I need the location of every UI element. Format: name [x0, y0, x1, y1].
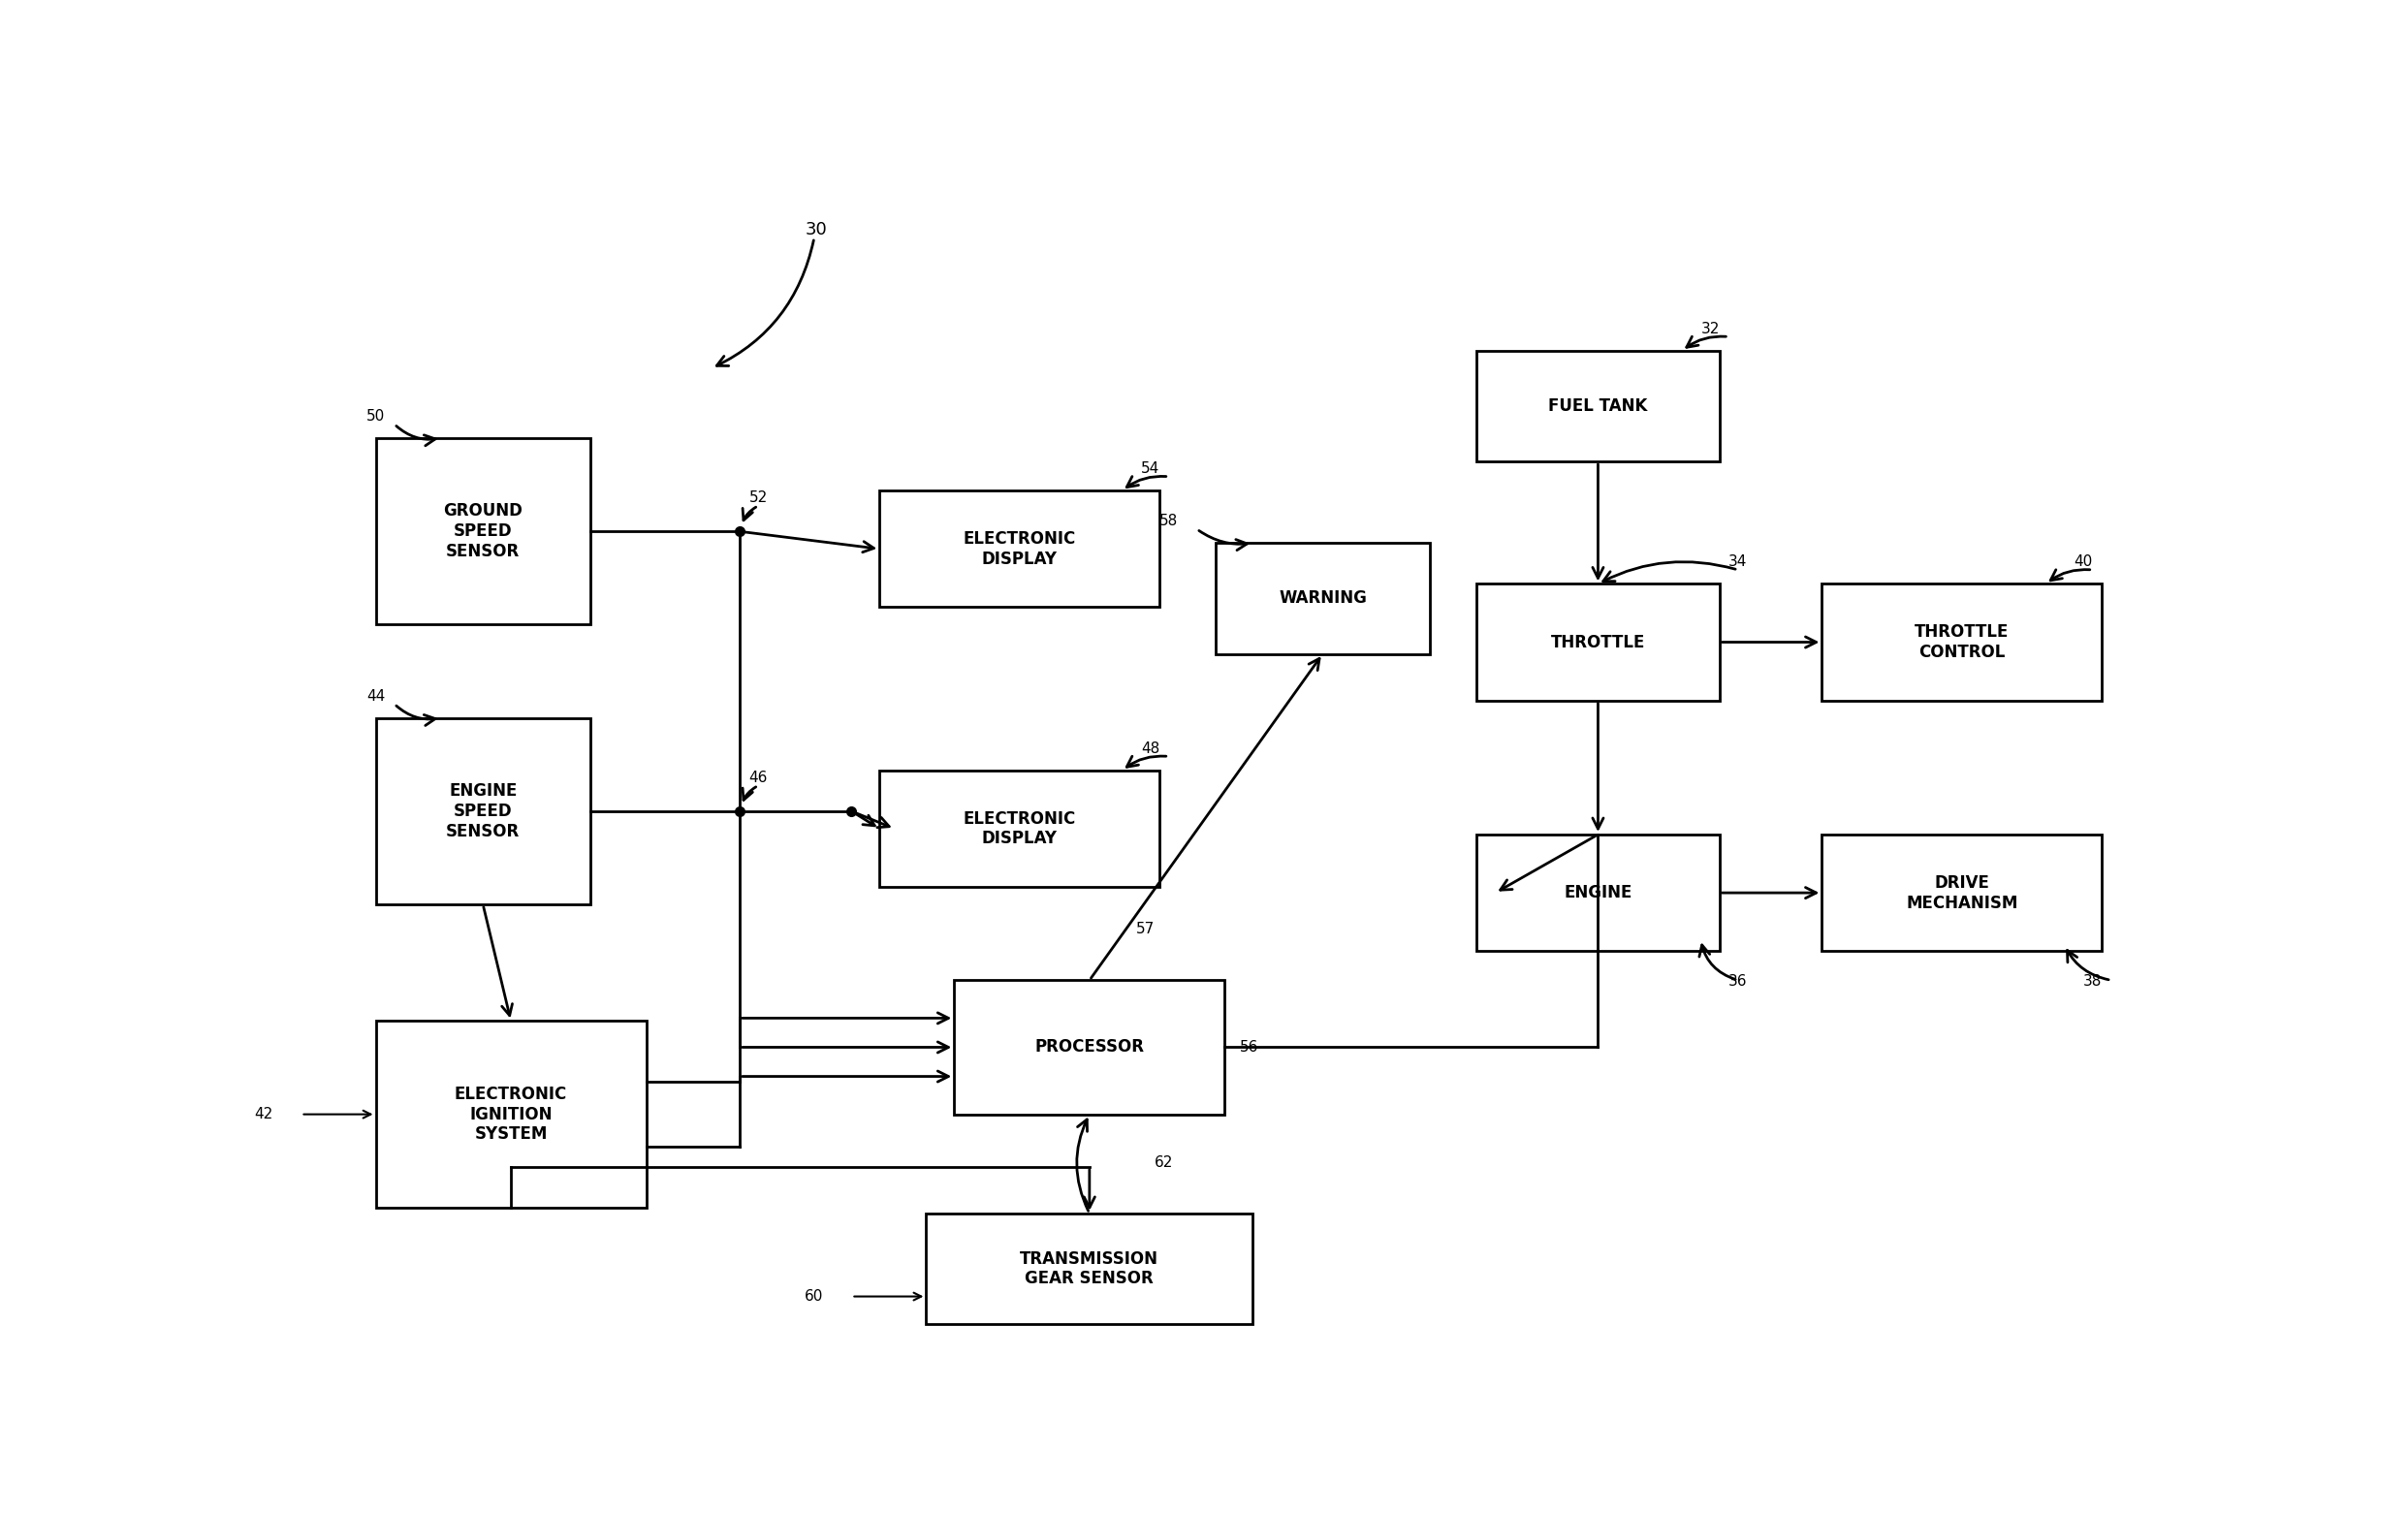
Bar [1823, 584, 2102, 701]
Text: ELECTRONIC
DISPLAY: ELECTRONIC DISPLAY [963, 530, 1076, 568]
Bar [376, 718, 590, 904]
Text: DRIVE
MECHANISM: DRIVE MECHANISM [1907, 874, 2018, 911]
Text: WARNING: WARNING [1279, 590, 1368, 607]
Text: ELECTRONIC
DISPLAY: ELECTRONIC DISPLAY [963, 810, 1076, 848]
Bar [879, 491, 1158, 607]
Text: FUEL TANK: FUEL TANK [1548, 397, 1647, 415]
Text: 57: 57 [1137, 922, 1156, 937]
Bar [1823, 834, 2102, 951]
Text: ENGINE: ENGINE [1563, 884, 1633, 901]
Text: PROCESSOR: PROCESSOR [1035, 1039, 1144, 1055]
Bar [1476, 834, 1719, 951]
Text: 52: 52 [749, 491, 768, 506]
Bar [1476, 584, 1719, 701]
Text: 40: 40 [2073, 554, 2093, 569]
Text: GROUND
SPEED
SENSOR: GROUND SPEED SENSOR [443, 503, 523, 560]
Text: 42: 42 [255, 1107, 272, 1122]
Bar [376, 438, 590, 625]
Text: 62: 62 [1156, 1155, 1173, 1170]
Text: 60: 60 [804, 1290, 824, 1304]
Text: THROTTLE
CONTROL: THROTTLE CONTROL [1914, 624, 2008, 662]
Text: TRANSMISSION
GEAR SENSOR: TRANSMISSION GEAR SENSOR [1021, 1251, 1158, 1287]
Bar [1216, 544, 1430, 654]
Text: 34: 34 [1729, 554, 1748, 569]
Text: 58: 58 [1158, 513, 1178, 528]
Bar [954, 980, 1226, 1114]
Text: 56: 56 [1240, 1040, 1259, 1055]
Text: THROTTLE: THROTTLE [1551, 633, 1645, 651]
Text: 46: 46 [749, 771, 768, 784]
Text: 30: 30 [804, 221, 826, 238]
Text: ELECTRONIC
IGNITION
SYSTEM: ELECTRONIC IGNITION SYSTEM [455, 1086, 568, 1143]
Bar [376, 1020, 645, 1208]
Bar [927, 1213, 1252, 1325]
Bar [1476, 351, 1719, 462]
Text: 44: 44 [366, 689, 385, 704]
Text: 54: 54 [1141, 462, 1158, 475]
Bar [879, 771, 1158, 887]
Text: 48: 48 [1141, 742, 1158, 755]
Text: 32: 32 [1700, 321, 1719, 336]
Text: 50: 50 [366, 409, 385, 424]
Text: 36: 36 [1729, 975, 1748, 989]
Text: ENGINE
SPEED
SENSOR: ENGINE SPEED SENSOR [445, 783, 520, 840]
Text: 38: 38 [2083, 975, 2102, 989]
